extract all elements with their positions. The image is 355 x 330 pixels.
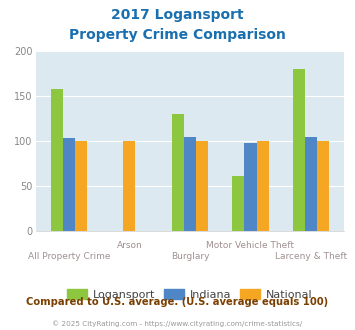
Bar — [305, 138, 317, 231]
Text: Larceny & Theft: Larceny & Theft — [275, 252, 347, 261]
Text: 2017 Logansport: 2017 Logansport — [111, 8, 244, 22]
Text: © 2025 CityRating.com - https://www.cityrating.com/crime-statistics/: © 2025 CityRating.com - https://www.city… — [53, 320, 302, 327]
Text: Compared to U.S. average. (U.S. average equals 100): Compared to U.S. average. (U.S. average … — [26, 297, 329, 307]
Bar — [293, 69, 305, 231]
Legend: Logansport, Indiana, National: Logansport, Indiana, National — [63, 284, 317, 304]
Text: All Property Crime: All Property Crime — [28, 252, 110, 261]
Text: Arson: Arson — [116, 241, 142, 250]
Bar — [317, 141, 329, 231]
Bar — [172, 114, 184, 231]
Bar — [75, 141, 87, 231]
Bar — [232, 176, 245, 231]
Bar — [184, 137, 196, 231]
Text: Motor Vehicle Theft: Motor Vehicle Theft — [207, 241, 295, 250]
Bar — [196, 141, 208, 231]
Bar — [51, 89, 63, 231]
Text: Burglary: Burglary — [171, 252, 209, 261]
Bar — [63, 138, 75, 231]
Bar — [257, 141, 269, 231]
Bar — [245, 143, 257, 231]
Text: Property Crime Comparison: Property Crime Comparison — [69, 28, 286, 42]
Bar — [123, 141, 135, 231]
